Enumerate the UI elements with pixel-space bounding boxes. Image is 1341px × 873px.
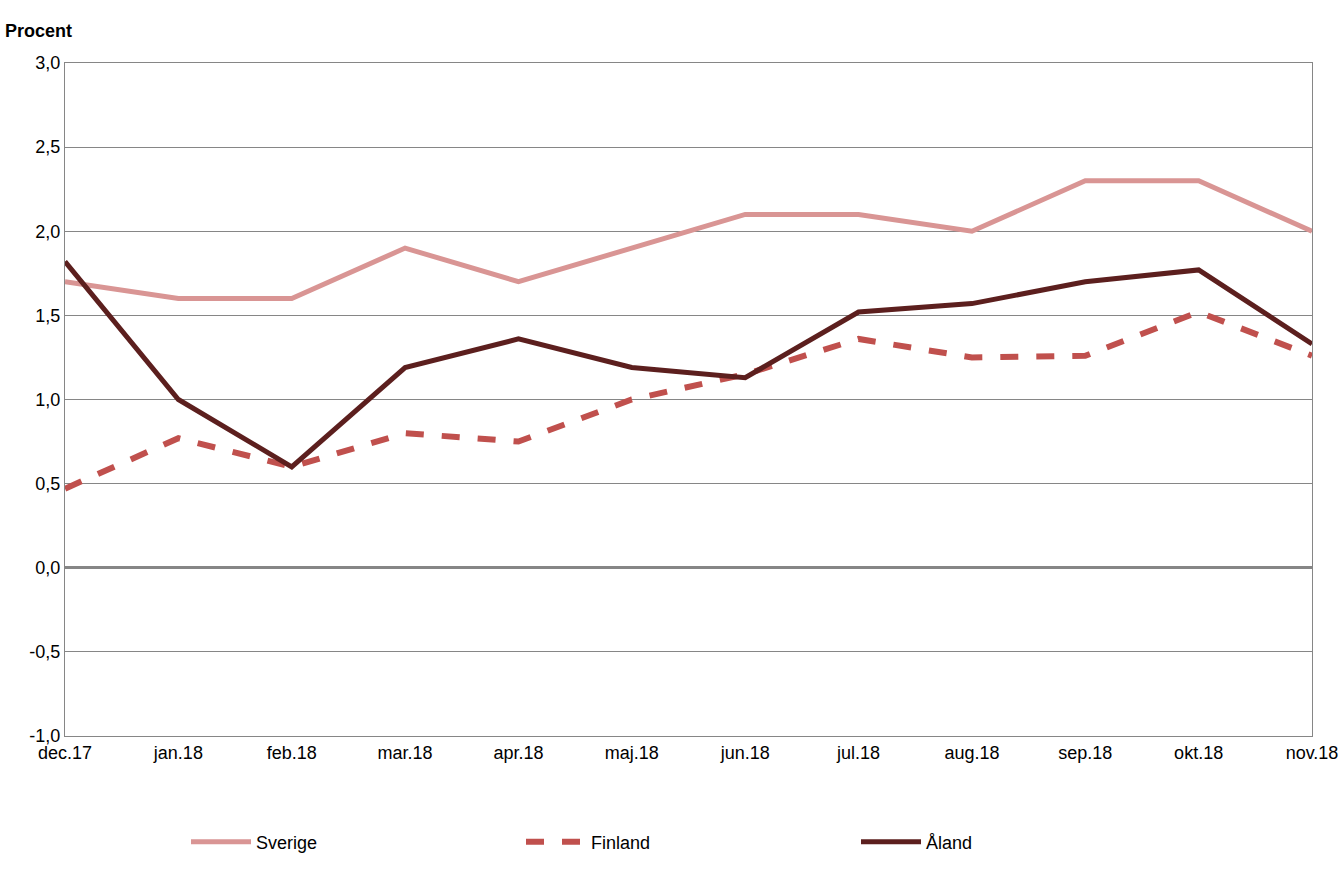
svg-text:-1,0: -1,0 — [29, 726, 60, 746]
svg-text:aug.18: aug.18 — [944, 743, 999, 763]
svg-text:2,5: 2,5 — [35, 137, 60, 157]
svg-text:1,0: 1,0 — [35, 390, 60, 410]
svg-text:mar.18: mar.18 — [378, 743, 433, 763]
svg-text:jun.18: jun.18 — [720, 743, 770, 763]
svg-text:3,0: 3,0 — [35, 53, 60, 73]
svg-text:feb.18: feb.18 — [267, 743, 317, 763]
svg-text:okt.18: okt.18 — [1174, 743, 1223, 763]
svg-text:2,0: 2,0 — [35, 222, 60, 242]
svg-text:Åland: Åland — [926, 833, 972, 853]
svg-text:1,5: 1,5 — [35, 306, 60, 326]
svg-text:jul.18: jul.18 — [836, 743, 880, 763]
svg-text:sep.18: sep.18 — [1058, 743, 1112, 763]
svg-text:apr.18: apr.18 — [493, 743, 543, 763]
svg-text:jan.18: jan.18 — [153, 743, 203, 763]
svg-text:Sverige: Sverige — [256, 833, 317, 853]
svg-text:maj.18: maj.18 — [605, 743, 659, 763]
svg-text:Procent: Procent — [5, 21, 72, 41]
svg-text:dec.17: dec.17 — [38, 743, 92, 763]
svg-text:0,5: 0,5 — [35, 474, 60, 494]
svg-text:-0,5: -0,5 — [29, 642, 60, 662]
svg-text:Finland: Finland — [591, 833, 650, 853]
svg-text:0,0: 0,0 — [35, 558, 60, 578]
svg-text:nov.18: nov.18 — [1286, 743, 1339, 763]
